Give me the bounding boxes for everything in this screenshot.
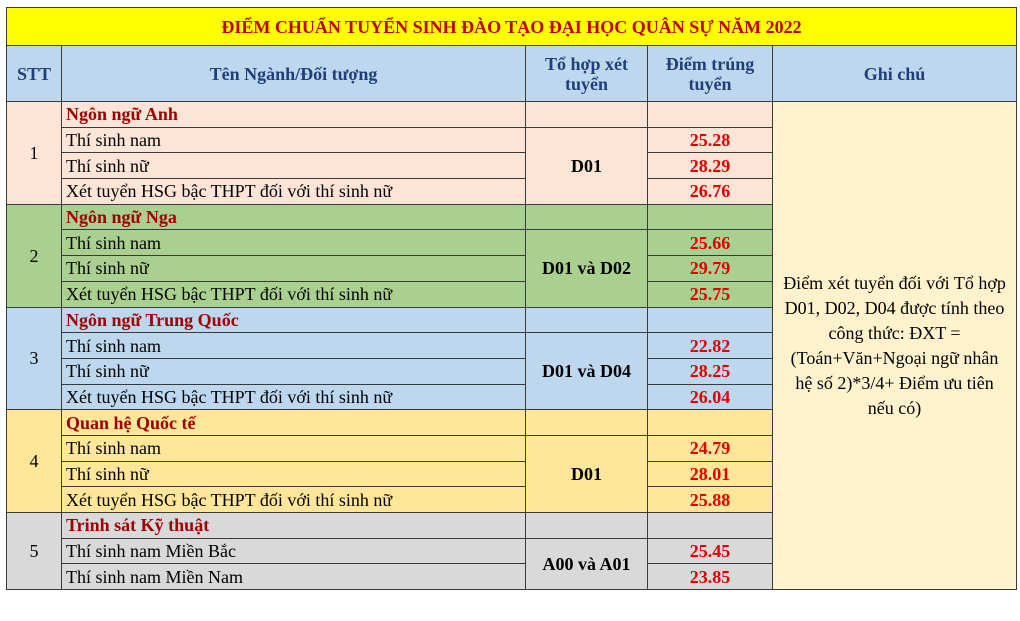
header-score: Điểm trúng tuyển	[647, 45, 773, 102]
score-value: 28.29	[647, 152, 773, 180]
major-name: Ngôn ngữ Trung Quốc	[61, 306, 526, 334]
table-row: Thí sinh nữ 28.01	[7, 460, 1017, 488]
empty-cell	[525, 409, 648, 436]
candidate-type: Thí sinh nam Miền Nam	[61, 563, 526, 591]
empty-cell	[525, 101, 648, 128]
score-value: 26.04	[647, 383, 773, 411]
empty-cell	[647, 101, 773, 128]
empty-cell	[647, 306, 773, 334]
candidate-type: Xét tuyển HSG bậc THPT đối với thí sinh …	[61, 486, 526, 513]
group-row: 4 Quan hệ Quốc tế	[6, 409, 1017, 513]
candidate-type: Xét tuyển HSG bậc THPT đối với thí sinh …	[61, 178, 526, 205]
empty-cell	[647, 512, 773, 539]
score-value: 25.28	[647, 126, 773, 154]
empty-cell	[647, 409, 773, 436]
empty-cell	[647, 203, 773, 231]
major-name: Quan hệ Quốc tế	[61, 409, 526, 436]
table-row: Xét tuyển HSG bậc THPT đối với thí sinh …	[7, 486, 1017, 513]
subject-combo: D01	[525, 126, 648, 205]
candidate-type: Xét tuyển HSG bậc THPT đối với thí sinh …	[61, 383, 526, 411]
table-row: Xét tuyển HSG bậc THPT đối với thí sinh …	[7, 178, 1017, 205]
candidate-type: Thí sinh nữ	[61, 255, 526, 282]
score-value: 25.45	[647, 537, 773, 565]
major-name: Ngôn ngữ Anh	[61, 101, 526, 128]
empty-cell	[525, 306, 648, 334]
table-row: Thí sinh nam Miền Nam 23.85	[7, 563, 1017, 591]
empty-cell	[525, 512, 648, 539]
major-name: Ngôn ngữ Nga	[61, 203, 526, 231]
header-note: Ghi chú	[771, 45, 1018, 102]
table-row: Thí sinh nam Miền Bắc A00 và A01 25.45	[7, 537, 1017, 591]
table-row: Thí sinh nam D01 và D04 22.82	[7, 332, 1017, 411]
score-value: 23.85	[647, 563, 773, 591]
subject-combo: D01	[525, 434, 648, 514]
score-value: 28.25	[647, 357, 773, 385]
table-row: Xét tuyển HSG bậc THPT đối với thí sinh …	[7, 383, 1017, 411]
candidate-type: Thí sinh nam Miền Bắc	[61, 537, 526, 565]
header-stt: STT	[6, 45, 62, 102]
score-value: 29.79	[647, 255, 773, 282]
table-row: Xét tuyển HSG bậc THPT đối với thí sinh …	[7, 280, 1017, 308]
major-name: Trinh sát Kỹ thuật	[61, 512, 526, 539]
candidate-type: Thí sinh nam	[61, 434, 526, 462]
table-row: Thí sinh nữ 29.79	[7, 255, 1017, 282]
score-value: 28.01	[647, 460, 773, 488]
score-value: 24.79	[647, 434, 773, 462]
group-row: 5 Trinh sát Kỹ thuật	[6, 511, 1017, 591]
stt-cell: 1	[6, 101, 62, 205]
candidate-type: Thí sinh nam	[61, 332, 526, 359]
candidate-type: Thí sinh nữ	[61, 357, 526, 385]
header-name: Tên Ngành/Đối tượng	[61, 45, 526, 102]
stt-cell: 3	[6, 306, 62, 411]
stt-cell: 5	[6, 511, 62, 591]
candidate-type: Xét tuyển HSG bậc THPT đối với thí sinh …	[61, 280, 526, 308]
score-value: 25.88	[647, 486, 773, 513]
table-row: Thí sinh nữ 28.25	[7, 357, 1017, 385]
group-row: 1 Ngôn ngữ Anh Điểm xét tuyển đối với Tổ h…	[6, 100, 1018, 591]
score-value: 25.66	[647, 229, 773, 257]
subject-combo: D01 và D04	[525, 332, 648, 411]
note-cell: Điểm xét tuyển đối với Tổ hợp D01, D02, …	[771, 100, 1018, 591]
admission-scores-table: ĐIỂM CHUẨN TUYỂN SINH ĐÀO TẠO ĐẠI HỌC QU…	[5, 7, 1018, 591]
subject-combo: D01 và D02	[525, 229, 648, 308]
table-row: Thí sinh nam D01 và D02 25.66	[7, 229, 1017, 308]
candidate-type: Thí sinh nam	[61, 229, 526, 257]
score-value: 26.76	[647, 178, 773, 205]
stt-cell: 2	[6, 203, 62, 308]
stt-cell: 4	[6, 409, 62, 513]
candidate-type: Thí sinh nữ	[61, 152, 526, 180]
candidate-type: Thí sinh nam	[61, 126, 526, 154]
subject-combo: A00 và A01	[525, 537, 648, 591]
table-row: Thí sinh nữ 28.29	[7, 152, 1017, 180]
score-value: 25.75	[647, 280, 773, 308]
header-combo: Tổ hợp xét tuyển	[525, 45, 648, 102]
candidate-type: Thí sinh nữ	[61, 460, 526, 488]
score-value: 22.82	[647, 332, 773, 359]
table-title: ĐIỂM CHUẨN TUYỂN SINH ĐÀO TẠO ĐẠI HỌC QU…	[5, 7, 1018, 46]
empty-cell	[525, 203, 648, 231]
